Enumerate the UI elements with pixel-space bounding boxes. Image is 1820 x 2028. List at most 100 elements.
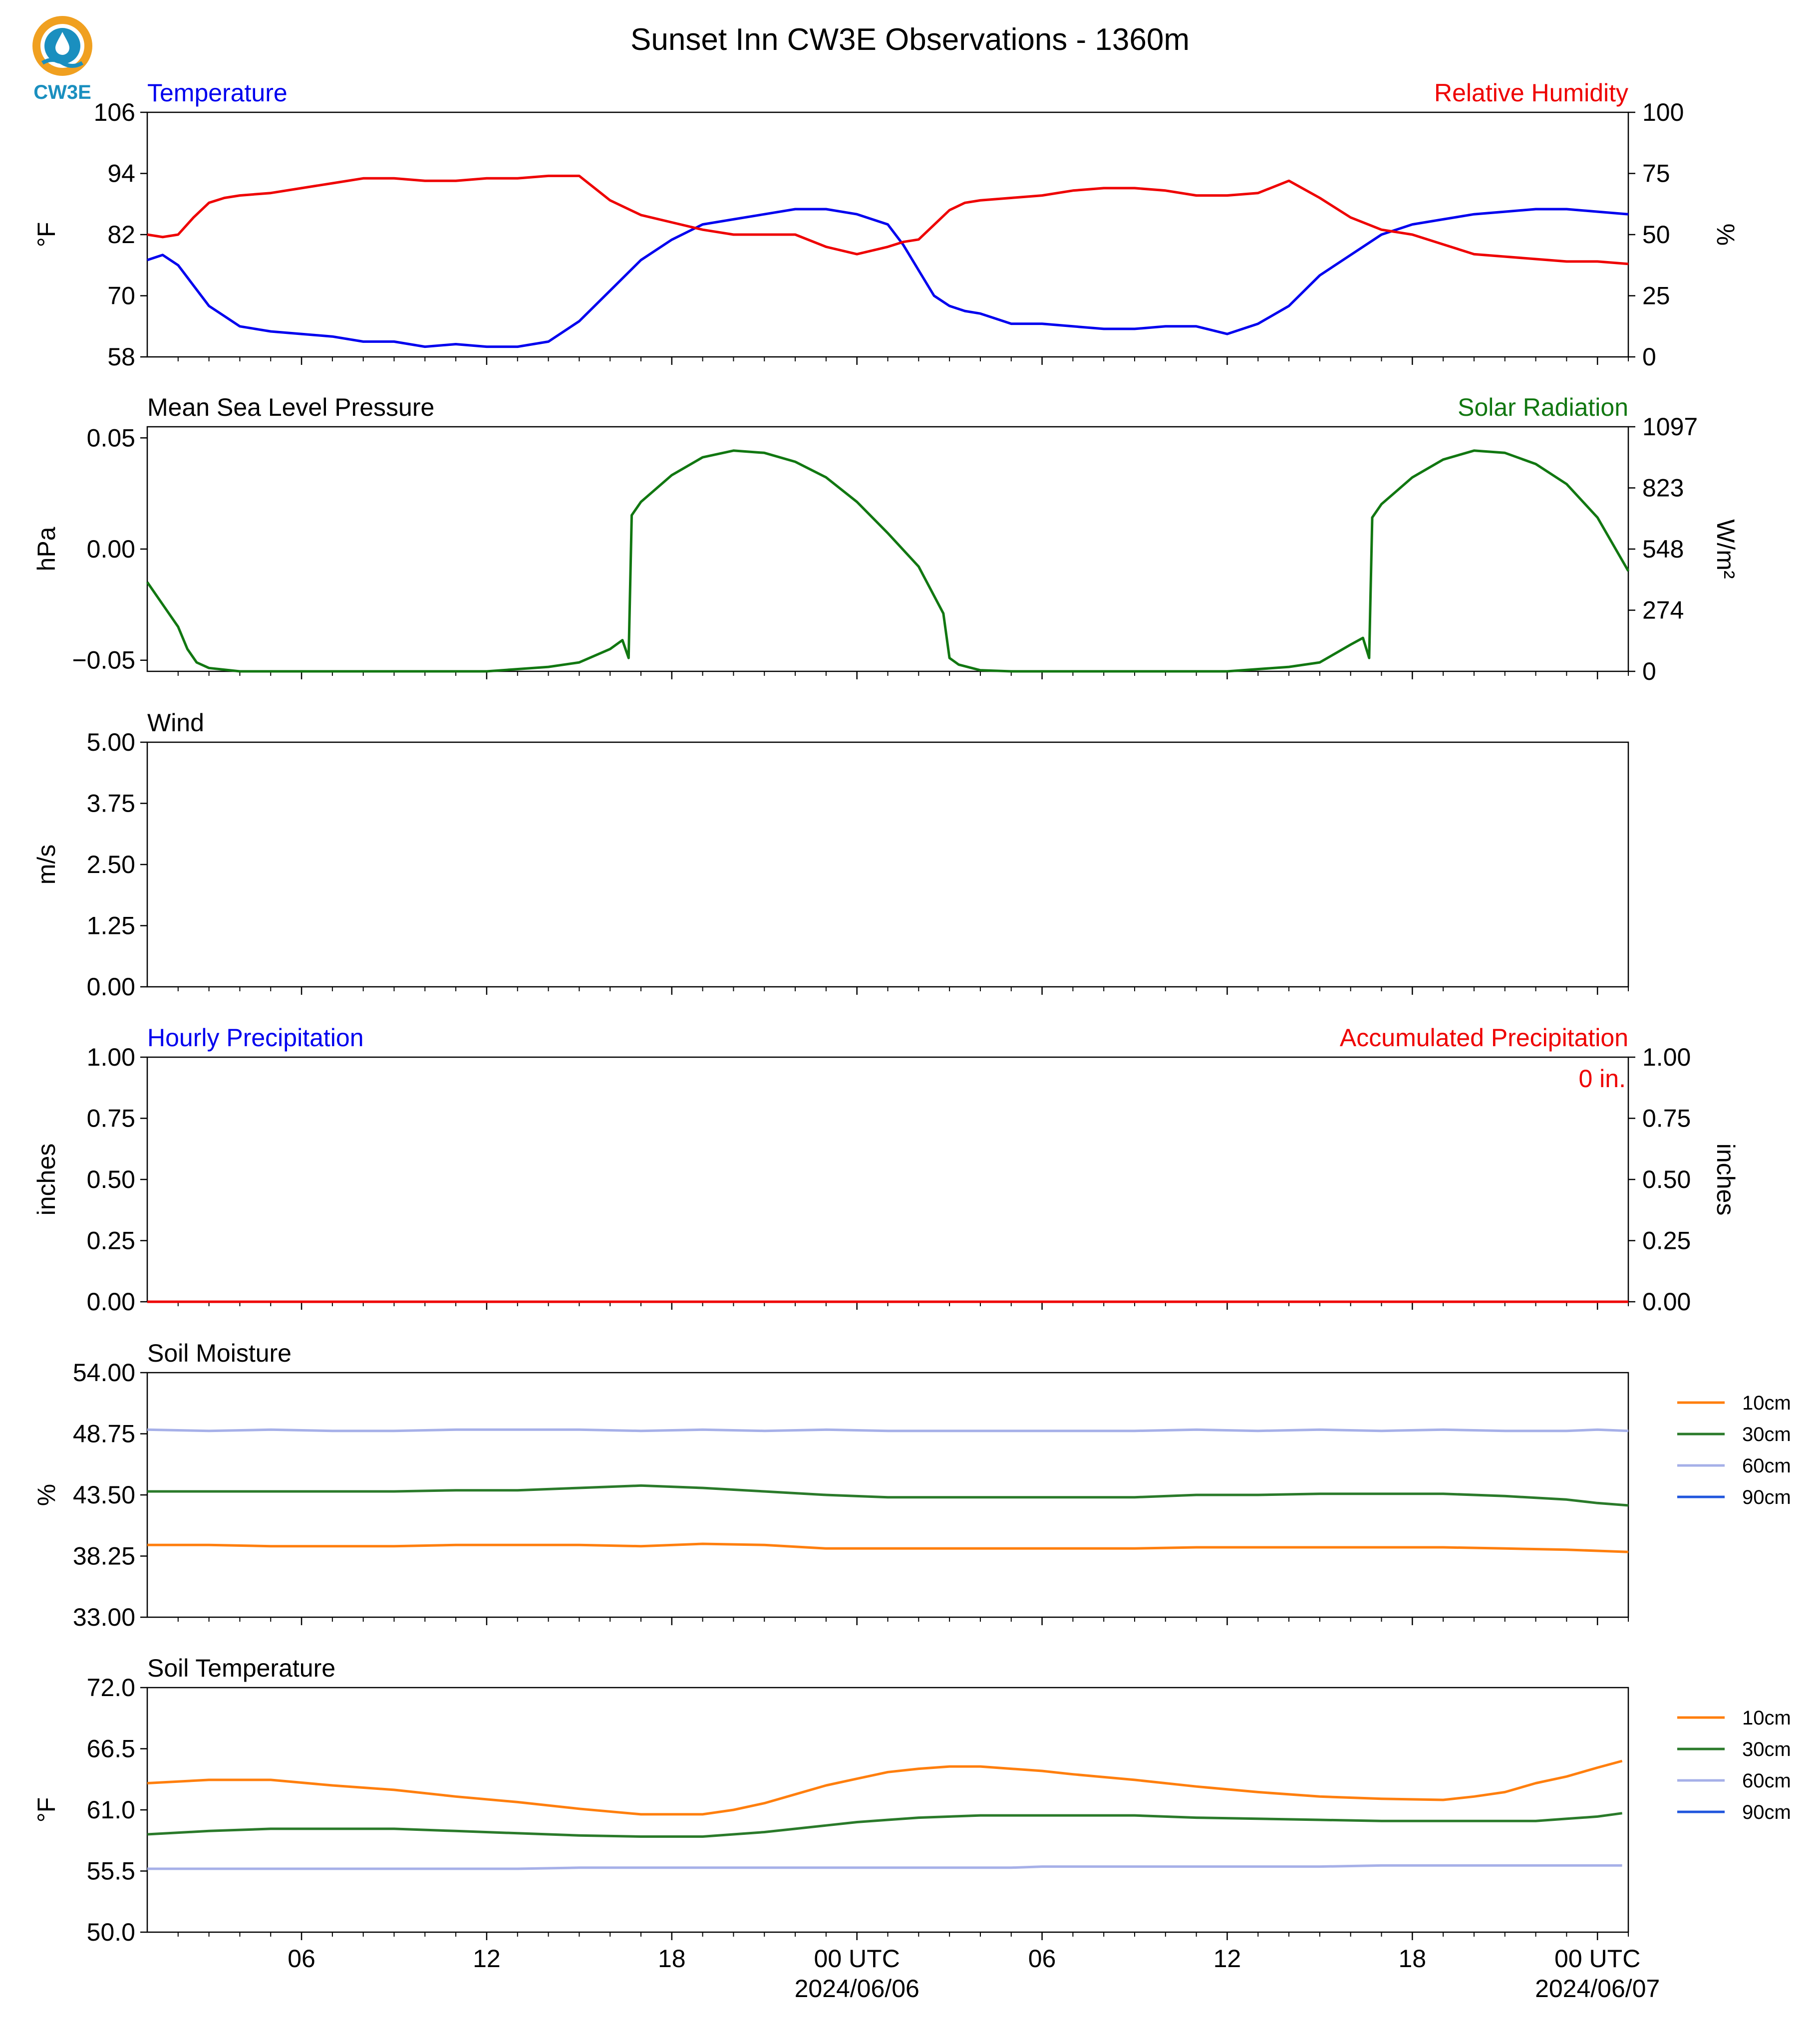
- plot-frame: [146, 1687, 1629, 1933]
- y-tick-label: 58: [107, 343, 135, 371]
- x-date-label: 2024/06/06: [795, 1975, 919, 2003]
- y-tick-label: 54.00: [73, 1359, 135, 1387]
- y-right-axis-label: W/m²: [1712, 519, 1740, 579]
- x-tick-label: 06: [288, 1945, 315, 1973]
- panel-title-right: Relative Humidity: [1434, 79, 1628, 107]
- legend-label: 30cm: [1742, 1424, 1791, 1446]
- logo-text: CW3E: [33, 81, 91, 103]
- y-right-tick-label: 0.75: [1642, 1105, 1691, 1133]
- logo-drop-icon: [55, 32, 69, 55]
- y-axis-label: inches: [32, 1144, 60, 1216]
- y-tick-label: 0.75: [87, 1105, 135, 1133]
- plot-frame: [146, 741, 1629, 988]
- legend-label: 90cm: [1742, 1486, 1791, 1508]
- y-right-tick-label: 50: [1642, 221, 1670, 249]
- y-tick-label: 72.0: [87, 1674, 135, 1702]
- x-tick-label: 18: [658, 1945, 686, 1973]
- panel-1: Mean Sea Level Pressure Solar Radiation 0.…: [32, 393, 1740, 685]
- y-axis-label: hPa: [32, 527, 60, 571]
- y-tick-label: 0.00: [87, 535, 135, 563]
- legend-label: 10cm: [1742, 1707, 1791, 1729]
- y-tick-label: 2.50: [87, 851, 135, 878]
- y-right-tick-label: 823: [1642, 474, 1684, 502]
- logo-sun-ring: [32, 16, 92, 76]
- y-tick-label: 50.0: [87, 1918, 135, 1946]
- series-line-temperature: [147, 208, 1629, 348]
- legend-label: 10cm: [1742, 1392, 1791, 1414]
- y-tick-label: 0.05: [87, 424, 135, 452]
- y-axis-label: °F: [32, 222, 60, 248]
- panel-title-left: Soil Moisture: [147, 1339, 292, 1367]
- y-tick-label: 94: [107, 160, 135, 188]
- y-tick-label: 0.50: [87, 1165, 135, 1193]
- panel-title-left: Hourly Precipitation: [147, 1024, 364, 1052]
- y-tick-label: 61.0: [87, 1796, 135, 1824]
- y-right-tick-label: 100: [1642, 98, 1684, 126]
- plot-frame: [146, 426, 1629, 672]
- series-line-10cm: [147, 1759, 1623, 1816]
- y-tick-label: 82: [107, 221, 135, 249]
- panel-title-right: Solar Radiation: [1458, 393, 1628, 421]
- panel-title-left: Temperature: [147, 79, 288, 107]
- y-right-tick-label: 0: [1642, 657, 1656, 685]
- y-tick-label: 0.00: [87, 1288, 135, 1316]
- series-line-10cm: [147, 1542, 1629, 1553]
- series-line-30cm: [147, 1812, 1622, 1838]
- x-tick-label: 12: [1213, 1945, 1241, 1973]
- y-tick-label: 38.25: [73, 1542, 135, 1570]
- legend-label: 60cm: [1742, 1770, 1791, 1792]
- logo-wave-icon: [41, 58, 84, 68]
- y-tick-label: 3.75: [87, 790, 135, 818]
- y-tick-label: 0.00: [87, 973, 135, 1001]
- cw3e-logo: CW3E: [32, 16, 92, 103]
- x-tick-label: 18: [1399, 1945, 1427, 1973]
- accumulated-precip-annotation: 0 in.: [1578, 1065, 1626, 1093]
- x-tick-label: 12: [473, 1945, 501, 1973]
- figure-title: Sunset Inn CW3E Observations - 1360m: [630, 22, 1190, 57]
- y-tick-label: 43.50: [73, 1481, 135, 1509]
- x-tick-label: 06: [1028, 1945, 1056, 1973]
- y-tick-label: 70: [107, 282, 135, 310]
- series-line-solar-radiation: [146, 449, 1630, 673]
- panel-4: Soil Moisture 54.00 48.75 43.50 38.25 33.00% 1…: [32, 1339, 1791, 1631]
- legend-label: 30cm: [1742, 1738, 1791, 1760]
- x-tick-label: 00 UTC: [1554, 1945, 1640, 1973]
- series-line-60cm: [147, 1428, 1629, 1433]
- x-tick-label: 00 UTC: [814, 1945, 900, 1973]
- panel-3: Hourly Precipitation Accumulated Precipit…: [32, 1024, 1740, 1316]
- plot-frame: [146, 1056, 1629, 1303]
- x-date-label: 2024/06/07: [1535, 1975, 1660, 2003]
- y-tick-label: 1.25: [87, 912, 135, 940]
- y-tick-label: 5.00: [87, 728, 135, 756]
- y-right-tick-label: 1097: [1642, 413, 1698, 441]
- y-right-tick-label: 0: [1642, 343, 1656, 371]
- y-right-axis-label: inches: [1712, 1144, 1740, 1216]
- y-right-tick-label: 25: [1642, 282, 1670, 310]
- y-axis-label: °F: [32, 1797, 60, 1823]
- y-axis-label: m/s: [32, 845, 60, 885]
- panels: Temperature Relative Humidity 106 94 82 70 58 °…: [32, 79, 1791, 2003]
- panel-title-left: Wind: [147, 709, 204, 737]
- panel-title-left: Mean Sea Level Pressure: [147, 393, 434, 421]
- y-right-tick-label: 274: [1642, 596, 1684, 624]
- y-tick-label: 55.5: [87, 1857, 135, 1885]
- legend-label: 90cm: [1742, 1801, 1791, 1823]
- panel-2: Wind 5.00 3.75 2.50 1.25 0.00 m/s: [32, 709, 1629, 1001]
- y-tick-label: 48.75: [73, 1420, 135, 1448]
- legend-label: 60cm: [1742, 1455, 1791, 1477]
- y-right-tick-label: 75: [1642, 160, 1670, 188]
- y-tick-label: 106: [94, 98, 135, 126]
- y-tick-label: 1.00: [87, 1043, 135, 1071]
- series-line-relative-humidity: [147, 174, 1629, 266]
- y-right-tick-label: 0.00: [1642, 1288, 1691, 1316]
- panel-5: Soil Temperature 72.0 66.5 61.0 55.5 50.0 °F 10…: [32, 1654, 1791, 1946]
- panel-title-right: Accumulated Precipitation: [1340, 1024, 1628, 1052]
- series-line-60cm: [147, 1864, 1622, 1870]
- y-axis-label: %: [32, 1484, 60, 1506]
- y-tick-label: −0.05: [72, 646, 135, 674]
- y-right-tick-label: 0.25: [1642, 1227, 1691, 1255]
- panel-title-left: Soil Temperature: [147, 1654, 335, 1682]
- y-tick-label: 66.5: [87, 1735, 135, 1763]
